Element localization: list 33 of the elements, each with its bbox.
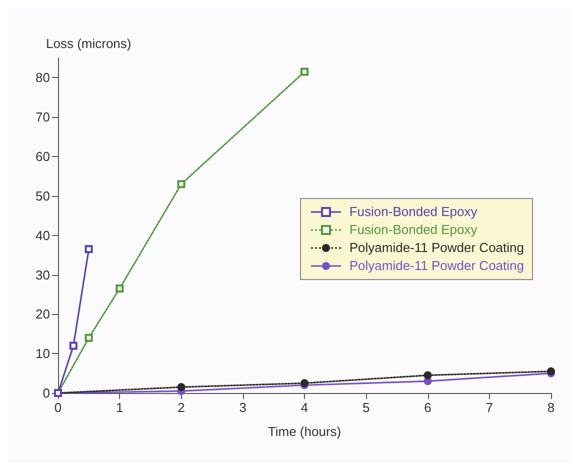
y-tick-label: 20 xyxy=(36,306,50,322)
y-axis-title: Loss (microns) xyxy=(46,36,132,51)
point xyxy=(177,383,186,392)
legend-label: Fusion-Bonded Epoxy xyxy=(349,203,478,221)
x-tick-label: 7 xyxy=(486,400,493,415)
point xyxy=(116,284,124,293)
x-tick-label: 5 xyxy=(362,400,370,415)
x-tick-label: 0 xyxy=(54,400,62,415)
legend-label: Fusion-Bonded Epoxy xyxy=(349,221,478,239)
point xyxy=(424,377,432,386)
x-tick-label: 8 xyxy=(547,400,555,415)
legend-label: Polyamide-11 Powder Coating xyxy=(349,239,524,257)
legend-label: Polyamide-11 Powder Coating xyxy=(349,257,524,275)
y-tick-label: 60 xyxy=(36,149,50,164)
x-tick-label: 6 xyxy=(424,400,432,415)
x-tick-label: 3 xyxy=(239,400,246,415)
point xyxy=(300,68,308,76)
x-axis-title: Time (hours) xyxy=(268,424,342,439)
x-tick-label: 2 xyxy=(178,400,185,415)
y-tick-label: 80 xyxy=(36,70,50,86)
point xyxy=(84,245,93,254)
point xyxy=(424,371,432,380)
point xyxy=(69,342,78,350)
y-tick-label: 40 xyxy=(36,228,50,243)
y-tick-label: 0 xyxy=(42,386,50,400)
point xyxy=(177,180,186,188)
x-tick-label: 1 xyxy=(116,400,124,415)
x-tick-label: 4 xyxy=(300,400,308,415)
point xyxy=(84,334,93,342)
y-tick-label: 10 xyxy=(36,346,50,362)
y-tick-label: 50 xyxy=(36,188,50,204)
y-tick-label: 30 xyxy=(36,267,50,282)
y-tick-label: 70 xyxy=(36,110,50,125)
